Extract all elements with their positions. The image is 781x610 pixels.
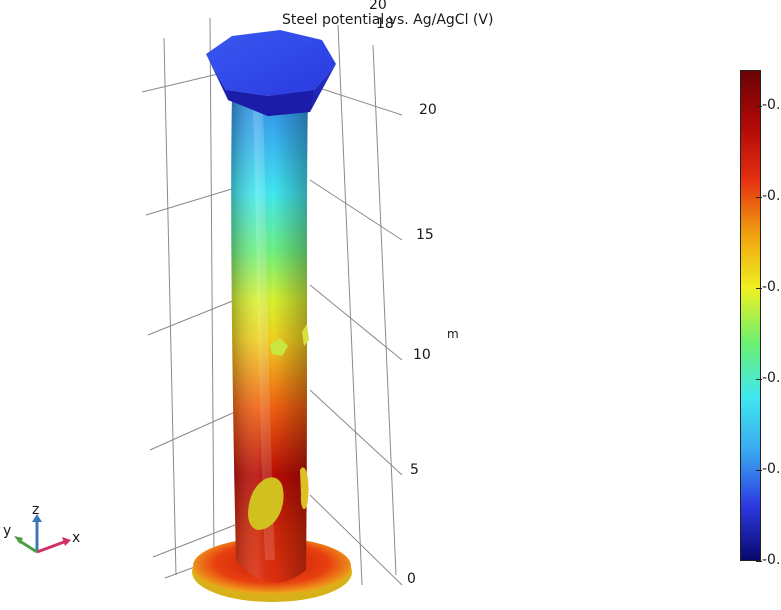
z-tick-label: 20 [419,102,437,118]
top-tick-label: 18 [376,16,394,32]
colorbar-tick-label: -0.8 [762,370,781,387]
z-tick-label: 15 [416,227,434,243]
colorbar-gradient [740,70,761,561]
colorbar-tick-label: -0.85 [762,461,781,478]
colorbar-tick-mark [756,379,762,381]
triad-z-label: z [32,502,39,518]
pile-cap[interactable] [206,30,336,116]
triad-y-label: y [3,523,11,539]
colorbar-tick-mark [756,561,762,562]
z-tick-label: 5 [410,462,419,478]
top-tick-label: 20 [369,0,387,13]
axis-triad[interactable]: z x y [0,500,90,560]
axis-grid [141,17,403,586]
pile-holes [248,324,309,530]
colorbar-tick-label: -0.75 [762,279,781,296]
colorbar-tick-mark [756,288,762,290]
colorbar-tick-label: -0.9 [762,552,781,568]
z-tick-label: 10 [413,347,431,363]
z-tick-label: 0 [407,571,416,587]
colorbar-ticks: -0.65 -0.7 -0.75 -0.8 -0.85 -0.9 [756,70,781,568]
triad-x-label: x [72,530,80,546]
plot-title: Steel potential vs. Ag/AgCl (V) [282,12,494,28]
pile-shaft[interactable] [231,96,308,583]
colorbar-tick-mark [756,470,762,472]
z-axis-unit: m [447,327,459,341]
colorbar-tick-mark [756,106,762,108]
colorbar-tick-mark [756,197,762,199]
colorbar-tick-label: -0.7 [762,188,781,205]
colorbar-tick-label: -0.65 [762,97,781,114]
